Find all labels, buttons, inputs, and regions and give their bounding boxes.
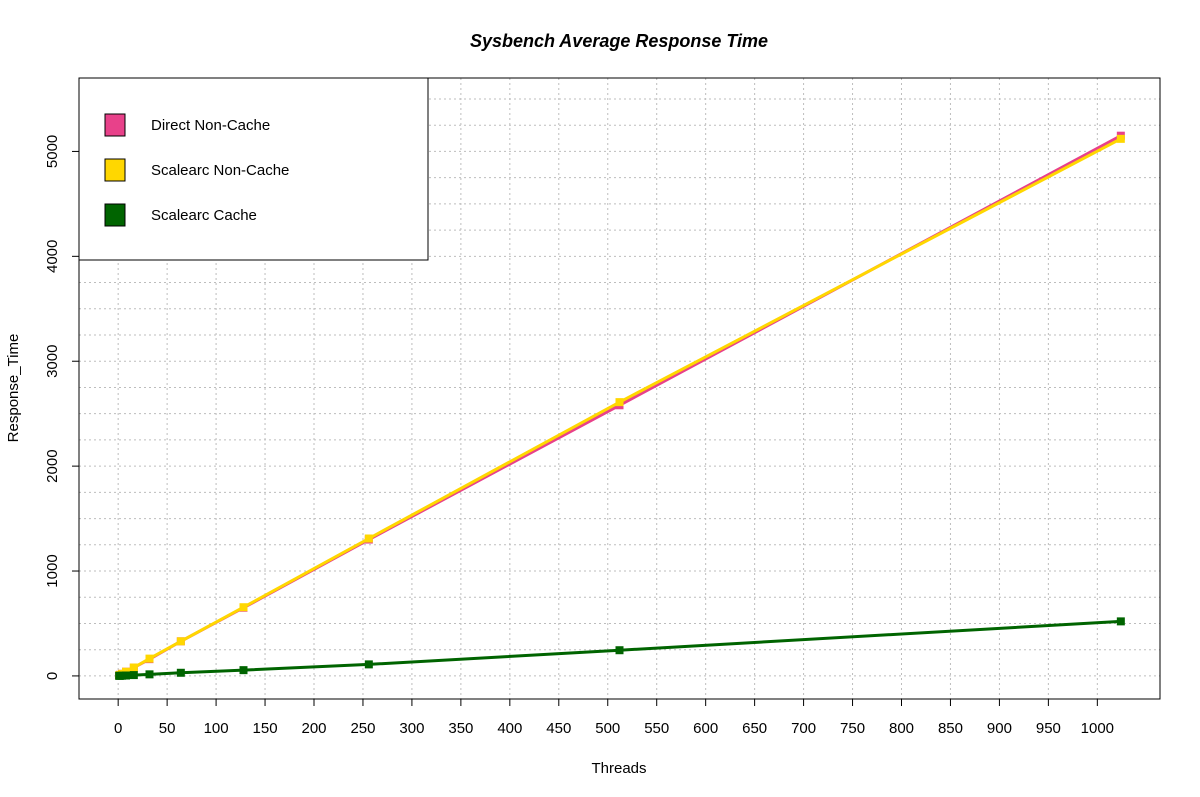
x-tick-label-8: 400	[497, 720, 522, 737]
legend-label-0: Direct Non-Cache	[151, 117, 270, 134]
series-2	[115, 617, 1125, 680]
x-tick-label-17: 850	[938, 720, 963, 737]
y-tick-label-0: 0	[44, 672, 61, 680]
series-point-2-8	[364, 660, 373, 669]
series-point-2-9	[615, 646, 624, 655]
legend-swatch-0	[104, 113, 126, 137]
x-tick-label-4: 200	[301, 720, 326, 737]
x-tick-label-9: 450	[546, 720, 571, 737]
y-tick-label-3: 3000	[44, 345, 61, 378]
legend-swatch-2	[104, 203, 126, 227]
series-point-2-5	[145, 670, 154, 679]
series-layer	[115, 131, 1125, 680]
y-axis-label: Response_Time	[5, 334, 22, 443]
series-point-1-5	[145, 654, 154, 663]
series-point-2-4	[129, 671, 138, 680]
x-axis-label: Threads	[591, 760, 646, 777]
x-tick-label-13: 650	[742, 720, 767, 737]
y-tick-label-1: 1000	[44, 554, 61, 587]
x-tick-label-2: 100	[204, 720, 229, 737]
y-tick-label-4: 4000	[44, 240, 61, 273]
x-tick-label-16: 800	[889, 720, 914, 737]
series-point-2-7	[239, 666, 248, 675]
x-tick-label-1: 50	[159, 720, 176, 737]
series-point-1-6	[176, 637, 185, 646]
legend-label-2: Scalearc Cache	[151, 207, 257, 224]
legend-swatch-1	[104, 158, 126, 182]
x-tick-label-12: 600	[693, 720, 718, 737]
series-point-1-10	[1116, 134, 1125, 143]
x-axis: 0 50 100 150 200 250 300 350 400 450 500 550 600 650 7…	[114, 698, 1114, 737]
legend: Direct Non-Cache Scalearc Non-Cache Scalea…	[78, 77, 429, 261]
x-tick-label-0: 0	[114, 720, 122, 737]
series-point-2-6	[176, 668, 185, 677]
y-tick-label-5: 5000	[44, 135, 61, 168]
x-tick-label-6: 300	[399, 720, 424, 737]
x-tick-label-15: 750	[840, 720, 865, 737]
series-point-2-10	[1116, 617, 1125, 626]
x-tick-label-5: 250	[350, 720, 375, 737]
chart-title: Sysbench Average Response Time	[470, 31, 768, 51]
x-tick-label-18: 900	[987, 720, 1012, 737]
x-tick-label-14: 700	[791, 720, 816, 737]
series-point-1-8	[364, 534, 373, 543]
y-tick-label-2: 2000	[44, 449, 61, 482]
x-tick-label-3: 150	[253, 720, 278, 737]
y-axis: 0 1000 2000 3000 4000 5000	[44, 135, 80, 680]
legend-box	[78, 77, 429, 261]
series-point-2-3	[122, 671, 130, 680]
series-point-1-4	[129, 663, 138, 672]
x-tick-label-19: 950	[1036, 720, 1061, 737]
series-point-1-9	[615, 398, 624, 407]
x-tick-label-7: 350	[448, 720, 473, 737]
x-tick-label-10: 500	[595, 720, 620, 737]
legend-label-1: Scalearc Non-Cache	[151, 162, 289, 179]
grid	[79, 78, 1160, 699]
x-tick-label-20: 1000	[1081, 720, 1114, 737]
series-point-1-7	[239, 603, 248, 612]
x-tick-label-11: 550	[644, 720, 669, 737]
